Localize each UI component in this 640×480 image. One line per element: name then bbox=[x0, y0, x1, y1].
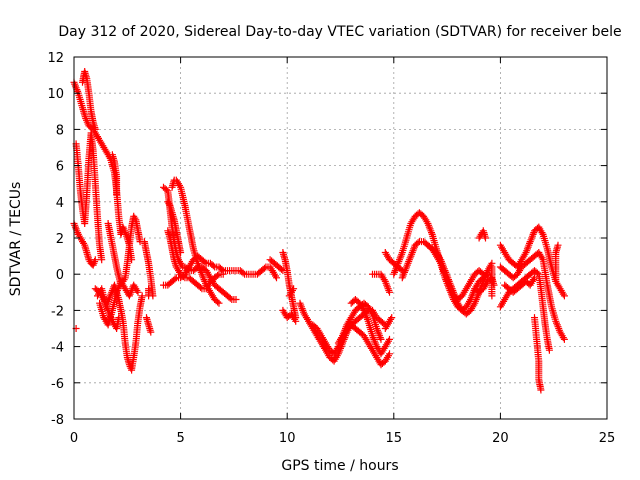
data-point bbox=[177, 249, 185, 256]
data-point bbox=[273, 274, 280, 282]
y-tick-label: 12 bbox=[47, 51, 64, 66]
y-tick-label: 8 bbox=[56, 123, 64, 138]
data-point bbox=[261, 264, 268, 272]
y-tick-label: 2 bbox=[56, 232, 64, 247]
x-axis-label: GPS time / hours bbox=[281, 458, 398, 474]
data-point bbox=[386, 335, 393, 343]
data-point bbox=[214, 271, 222, 279]
data-point bbox=[214, 298, 222, 306]
y-tick-label: -6 bbox=[51, 377, 64, 392]
x-tick-label: 0 bbox=[70, 431, 78, 446]
data-points bbox=[70, 68, 568, 394]
grid-lines bbox=[74, 57, 607, 419]
data-point bbox=[290, 285, 298, 293]
y-tick-labels: -8 -6 -4 -2 0 2 4 6 8 10 12 bbox=[47, 51, 64, 428]
data-point bbox=[388, 314, 396, 322]
data-point bbox=[218, 265, 226, 273]
data-point bbox=[531, 274, 538, 282]
y-tick-label: -2 bbox=[51, 304, 64, 319]
axis-ticks bbox=[73, 56, 608, 420]
data-point bbox=[560, 335, 568, 343]
data-point bbox=[292, 317, 300, 325]
data-point bbox=[479, 270, 487, 278]
x-tick-label: 20 bbox=[492, 431, 509, 446]
y-tick-label: -4 bbox=[51, 341, 64, 356]
x-tick-label: 5 bbox=[176, 431, 184, 446]
data-point bbox=[98, 256, 106, 264]
data-point bbox=[414, 239, 422, 247]
y-tick-label: 0 bbox=[56, 268, 64, 283]
data-point bbox=[478, 269, 486, 277]
data-point bbox=[201, 258, 209, 266]
data-point bbox=[482, 234, 489, 242]
x-tick-labels: 0 5 10 15 20 25 bbox=[70, 431, 615, 446]
data-point bbox=[113, 191, 121, 199]
y-tick-label: 4 bbox=[56, 196, 64, 211]
data-point bbox=[554, 241, 562, 249]
data-point bbox=[232, 296, 240, 303]
data-point bbox=[560, 292, 568, 300]
data-point bbox=[386, 350, 393, 358]
x-tick-label: 25 bbox=[599, 431, 616, 446]
data-point bbox=[386, 288, 393, 296]
data-point bbox=[134, 288, 142, 296]
data-point bbox=[115, 314, 123, 322]
data-point bbox=[533, 269, 541, 277]
data-point bbox=[147, 328, 155, 336]
y-tick-label: -8 bbox=[51, 413, 64, 428]
data-point bbox=[226, 294, 234, 302]
y-tick-label: 10 bbox=[47, 87, 64, 102]
data-point bbox=[145, 292, 153, 300]
data-point bbox=[209, 262, 217, 270]
data-point bbox=[197, 284, 204, 291]
data-point bbox=[215, 299, 223, 307]
data-point bbox=[537, 386, 545, 394]
y-axis-label: SDTVAR / TECUs bbox=[8, 182, 24, 297]
data-point bbox=[171, 275, 179, 283]
x-tick-label: 10 bbox=[279, 431, 296, 446]
data-point bbox=[138, 292, 146, 300]
data-point bbox=[162, 186, 170, 194]
data-point bbox=[91, 256, 99, 264]
data-point bbox=[239, 269, 247, 277]
data-point bbox=[377, 335, 385, 343]
chart-title: Day 312 of 2020, Sidereal Day-to-day VTE… bbox=[58, 24, 621, 40]
y-tick-label: 6 bbox=[56, 160, 64, 175]
data-point bbox=[545, 346, 553, 354]
data-point bbox=[91, 125, 99, 133]
data-point bbox=[488, 292, 496, 300]
x-tick-label: 15 bbox=[386, 431, 403, 446]
